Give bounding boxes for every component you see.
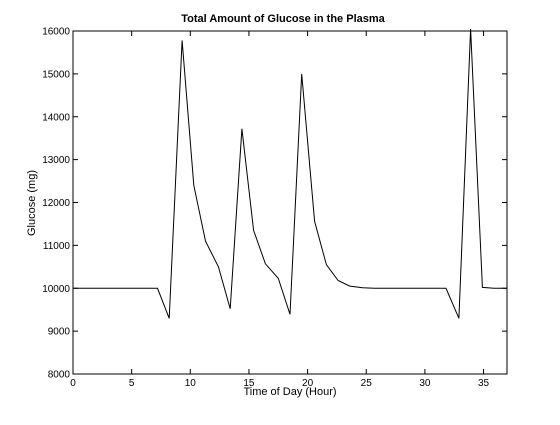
y-tick-label: 16000 xyxy=(42,27,70,38)
x-tick-label: 15 xyxy=(243,378,255,389)
glucose-series-line xyxy=(73,29,507,319)
x-tick-label: 10 xyxy=(185,378,197,389)
y-tick-label: 11000 xyxy=(43,241,71,252)
x-tick-label: 0 xyxy=(70,378,76,389)
y-tick-label: 10000 xyxy=(42,284,70,295)
x-tick-label: 25 xyxy=(361,378,373,389)
y-tick-label: 8000 xyxy=(48,370,71,381)
x-tick-label: 5 xyxy=(129,378,135,389)
plot-frame xyxy=(72,30,508,375)
y-axis-title: Glucose (mg) xyxy=(26,170,38,236)
x-axis-title: Time of Day (Hour) xyxy=(243,386,336,398)
x-tick-label: 20 xyxy=(302,378,314,389)
y-axis-ticks: 8000 9000 10000 11000 12000 13000 14000 15000 16… xyxy=(42,27,507,381)
y-tick-label: 9000 xyxy=(48,327,71,338)
x-axis-ticks: 0 5 10 15 20 25 30 35 xyxy=(70,31,490,389)
chart-title: Total Amount of Glucose in the Plasma xyxy=(181,13,385,25)
y-tick-label: 12000 xyxy=(42,198,70,209)
x-tick-label: 35 xyxy=(478,378,490,389)
series-layer xyxy=(73,29,507,319)
y-tick-label: 14000 xyxy=(42,112,70,123)
y-tick-label: 13000 xyxy=(42,155,70,166)
x-tick-label: 30 xyxy=(419,378,431,389)
y-tick-label: 15000 xyxy=(42,69,70,80)
